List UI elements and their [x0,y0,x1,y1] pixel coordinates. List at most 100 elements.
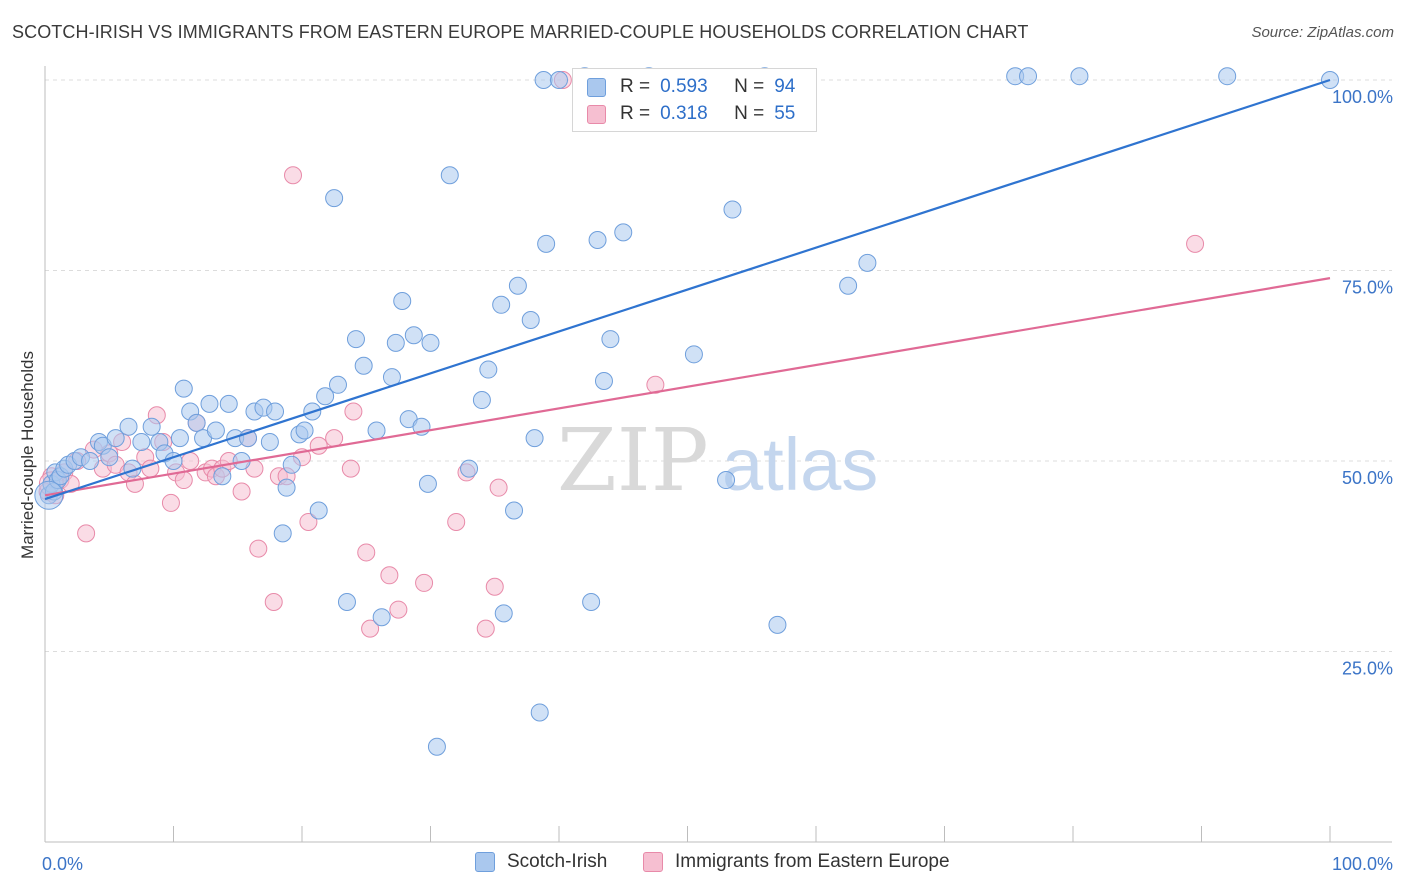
data-point-scotch-irish [386,333,405,352]
data-point-eastern-europe [476,619,495,638]
legend-label: Immigrants from Eastern Europe [675,851,950,872]
data-point-eastern-europe [325,429,344,448]
y-tick-label: 50.0% [1342,468,1393,488]
data-point-scotch-irish [187,413,206,432]
data-point-eastern-europe [357,543,376,562]
data-point-scotch-irish [346,330,365,349]
source-label: Source: ZipAtlas.com [1251,24,1394,41]
n-value: 94 [774,76,796,97]
data-point-eastern-europe [646,375,665,394]
y-axis-label: Married-couple Households [18,351,37,559]
legend-row-scotch-irish: R = 0.593 N = 94 [587,75,795,99]
data-point-scotch-irish [316,387,335,406]
r-label: R = [620,103,651,124]
data-point-scotch-irish [213,467,232,486]
data-point-scotch-irish [505,501,524,520]
legend-label: Scotch-Irish [507,851,608,872]
data-point-scotch-irish [521,311,540,330]
data-point-scotch-irish [170,429,189,448]
data-point-scotch-irish [440,166,459,185]
data-point-eastern-europe [299,512,318,531]
data-point-scotch-irish [594,371,613,390]
data-point-scotch-irish [427,737,446,756]
data-point-eastern-europe [489,478,508,497]
chart-title: SCOTCH-IRISH VS IMMIGRANTS FROM EASTERN … [12,22,1029,42]
data-point-scotch-irish [132,432,151,451]
data-point-eastern-europe [161,493,180,512]
data-point-scotch-irish [723,200,742,219]
data-point-eastern-europe [174,471,193,490]
data-point-scotch-irish [601,330,620,349]
data-point-scotch-irish [684,345,703,364]
data-point-eastern-europe [181,452,200,470]
data-point-scotch-irish [266,402,285,421]
data-point-eastern-europe [249,539,268,558]
data-point-scotch-irish [119,417,138,436]
data-point-scotch-irish [80,452,99,470]
data-point-scotch-irish [768,615,787,634]
data-point-scotch-irish [421,333,440,352]
stats-legend: R = 0.593 N = 94 R = 0.318 N = 55 [572,68,817,132]
data-point-scotch-irish [200,394,219,413]
data-point-scotch-irish [418,474,437,493]
data-point-scotch-irish [492,295,511,314]
data-point-scotch-irish [404,326,423,345]
data-point-eastern-europe [361,619,380,638]
data-point-scotch-irish [530,703,549,722]
data-point-eastern-europe [341,459,360,478]
data-point-eastern-europe [447,512,466,531]
data-point-scotch-irish [479,360,498,379]
data-point-scotch-irish [839,276,858,295]
r-value: 0.318 [660,103,708,124]
data-point-eastern-europe [380,566,399,585]
data-point-scotch-irish [260,432,279,451]
data-point-eastern-europe [344,402,363,421]
data-point-scotch-irish [537,234,556,253]
data-point-scotch-irish [1019,67,1038,86]
x-tick-label-max: 100.0% [1332,854,1393,874]
data-point-scotch-irish [614,223,633,242]
data-point-eastern-europe [264,592,283,611]
tick-labels: 25.0% 50.0% 75.0% 100.0% 0.0% 100.0% [42,87,1393,874]
blue-swatch [587,77,606,97]
data-point-scotch-irish [460,459,479,478]
gridlines [45,79,1392,652]
data-point-scotch-irish [354,356,373,375]
trendline-scotch-irish [44,78,1331,501]
legend-row-eastern-europe: R = 0.318 N = 55 [587,102,795,126]
data-point-eastern-europe [1186,234,1205,253]
x-tick-label-min: 0.0% [42,854,83,874]
data-point-eastern-europe [485,577,504,596]
data-point-eastern-europe [232,482,251,501]
data-point-scotch-irish [174,379,193,398]
data-point-eastern-europe [284,166,303,185]
data-point-scotch-irish [588,231,607,250]
axes [44,66,1392,843]
data-point-scotch-irish [494,604,513,623]
pink-swatch [587,104,606,124]
data-point-scotch-irish [325,189,344,208]
blue-swatch [475,852,495,872]
r-label: R = [620,76,651,97]
n-label: N = [734,103,765,124]
watermark-zip: ZIP [557,411,709,511]
data-point-scotch-irish [328,375,347,394]
data-point-scotch-irish [525,429,544,448]
legend-item-scotch-irish: Scotch-Irish [475,851,607,873]
n-label: N = [734,76,765,97]
data-point-eastern-europe [125,474,144,493]
pink-series-points [38,71,1205,638]
watermark-atlas: atlas [722,423,878,506]
data-point-scotch-irish [367,421,386,440]
data-point-scotch-irish [219,394,238,413]
data-point-scotch-irish [106,429,125,448]
watermark: ZIP atlas [557,411,878,511]
data-point-scotch-irish [282,455,301,474]
y-tick-label: 100.0% [1332,87,1393,107]
n-value: 55 [774,103,796,124]
data-point-scotch-irish [582,592,601,611]
pink-swatch [643,852,663,872]
data-point-scotch-irish [309,501,328,520]
r-value: 0.593 [660,76,708,97]
data-point-scotch-irish [206,421,225,440]
